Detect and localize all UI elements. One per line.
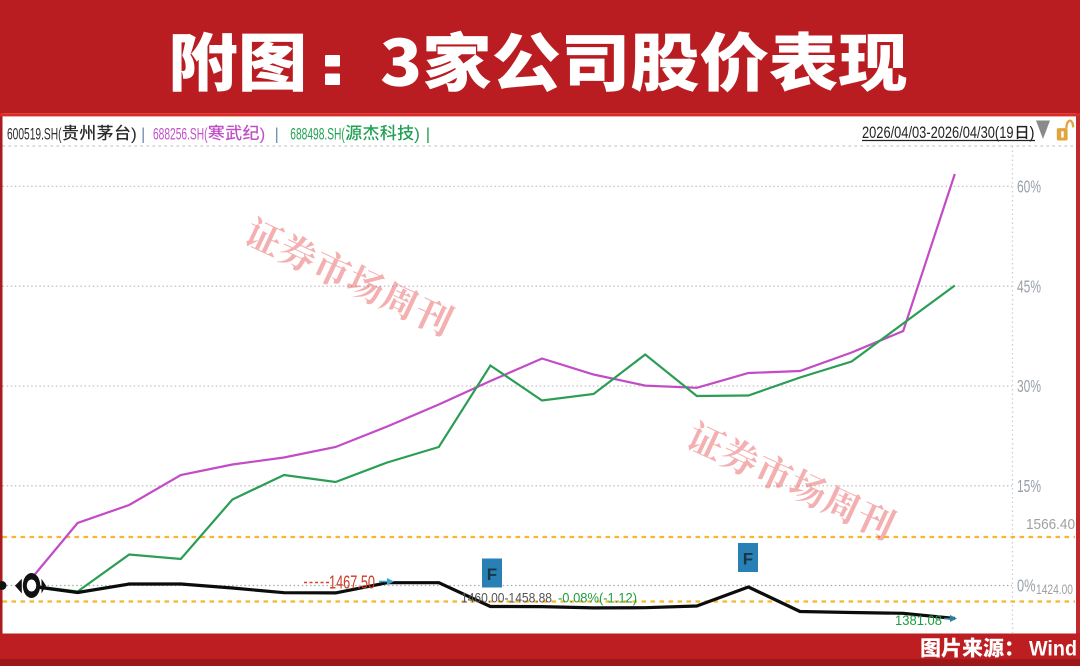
svg-text:1467.50: 1467.50 (329, 571, 375, 592)
svg-text:-0.08%(-1.12): -0.08%(-1.12) (558, 590, 637, 606)
svg-text:|: | (141, 125, 145, 144)
svg-text:15%: 15% (1017, 476, 1041, 496)
svg-text:688256.SH(: 688256.SH( (153, 125, 208, 144)
svg-text:1460.00-1458.88: 1460.00-1458.88 (461, 590, 552, 606)
svg-text:600519.SH(: 600519.SH( (7, 125, 62, 144)
svg-text:F: F (487, 565, 497, 584)
svg-text:|: | (275, 125, 279, 144)
svg-text:60%: 60% (1017, 177, 1041, 197)
svg-text:0%: 0% (1017, 576, 1036, 596)
svg-text:688498.SH(: 688498.SH( (290, 125, 345, 144)
svg-text:30%: 30% (1017, 376, 1041, 396)
svg-text:): ) (414, 125, 420, 144)
svg-text:1381.08: 1381.08 (895, 612, 942, 628)
svg-text:F: F (743, 550, 753, 569)
svg-text:2026/04/03-2026/04/30(19: 2026/04/03-2026/04/30(19 (862, 123, 1014, 142)
svg-text:1566.40: 1566.40 (1026, 516, 1075, 533)
svg-text:45%: 45% (1017, 276, 1041, 296)
svg-text:1424.00: 1424.00 (1036, 581, 1073, 597)
svg-text:Wind: Wind (1029, 638, 1077, 661)
svg-text:): ) (131, 125, 137, 144)
svg-text:|: | (426, 125, 430, 144)
svg-text:): ) (260, 125, 266, 144)
svg-text:): ) (1030, 123, 1035, 142)
